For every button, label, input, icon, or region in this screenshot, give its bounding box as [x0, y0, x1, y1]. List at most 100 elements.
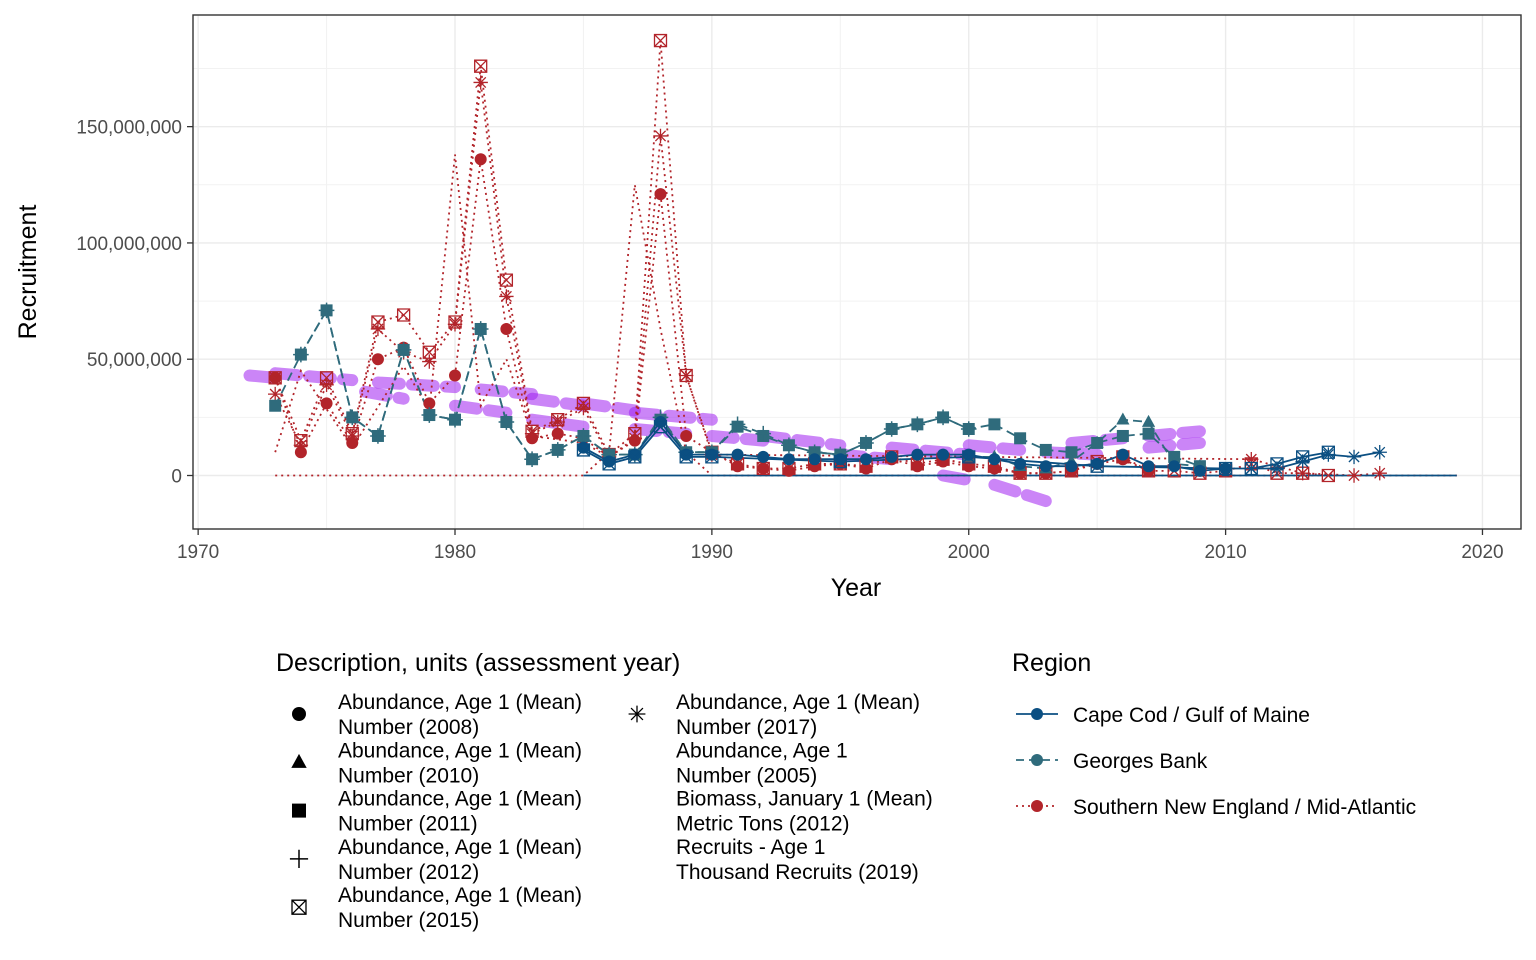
biomass-segment [988, 478, 1052, 508]
series-point-boxx [653, 420, 668, 434]
region-legend-dot [1031, 800, 1043, 812]
series-point-star [499, 289, 514, 304]
series-point-circle [988, 453, 1001, 466]
series-point-circle [680, 429, 693, 442]
series-point-boxx [1321, 468, 1335, 483]
series-point-square [1116, 429, 1129, 442]
legend-key-boxx [291, 899, 307, 915]
series-point-plus [575, 428, 592, 444]
series-point-triangle [1141, 414, 1156, 427]
series-point-plus [318, 302, 335, 319]
series-point-star [345, 428, 360, 444]
legend-label-line2: Metric Tons (2012) [676, 813, 850, 836]
series-point-circle [551, 427, 564, 440]
series-point-star [1269, 461, 1285, 476]
biomass-segment [269, 367, 359, 387]
series-point-plus [421, 407, 438, 423]
legend-label-line1: Abundance, Age 1 (Mean) [676, 691, 920, 714]
biomass-segment [449, 399, 513, 419]
series-point-plus [858, 435, 874, 451]
series-point-square [1065, 446, 1078, 459]
series-point-square [988, 418, 1001, 431]
series-point-circle [988, 462, 1001, 475]
series-point-circle [1116, 448, 1129, 461]
series-point-circle [449, 369, 462, 382]
legend-label-line2: Number (2010) [338, 764, 479, 787]
y-tick-label: 0 [171, 467, 182, 488]
series-line [274, 159, 1149, 475]
shape-legend-entry: Abundance, Age 1 (Mean)Number (2011) [292, 788, 582, 836]
series-point-circle [1014, 457, 1027, 470]
series-point-circle [705, 448, 718, 461]
series-point-plus [781, 437, 797, 454]
series-point-star [1372, 445, 1387, 460]
series-point-star [678, 368, 694, 383]
series-point-plus [883, 421, 900, 437]
grid [193, 15, 1521, 529]
biomass-segment [359, 385, 410, 405]
series-point-circle [885, 450, 898, 463]
legend-label-line2: Number (2015) [338, 909, 479, 932]
series-point-star [447, 317, 463, 332]
series-point-circle [628, 448, 641, 461]
series-point-circle [834, 453, 847, 466]
shape-legend: Abundance, Age 1 (Mean)Number (2008)Abun… [289, 691, 933, 932]
series-point-circle [962, 448, 975, 461]
region-legend-entry: Cape Cod / Gulf of Maine [1016, 704, 1310, 727]
series-point-star [1346, 449, 1362, 465]
biomass-segments [243, 367, 1206, 508]
legend-label-line1: Abundance, Age 1 (Mean) [338, 788, 582, 811]
series-point-plus [960, 421, 977, 437]
series-point-boxx [268, 371, 282, 385]
biomass-segment [962, 439, 1027, 456]
legend-label-line1: Abundance, Age 1 (Mean) [338, 836, 582, 859]
series-line [582, 425, 1329, 470]
region-legend-label: Georges Bank [1073, 750, 1208, 773]
legend-label-line2: Thousand Recruits (2019) [676, 861, 919, 884]
biomass-segment [371, 376, 462, 394]
series-line [275, 184, 1457, 477]
series-point-boxx [628, 450, 642, 464]
x-tick-label: 2020 [1461, 542, 1503, 563]
series-point-plus [344, 409, 361, 426]
series-point-boxx [422, 345, 436, 359]
legend-label-line1: Abundance, Age 1 (Mean) [338, 884, 582, 907]
series-point-boxx [962, 450, 976, 464]
series-point-plus [755, 425, 772, 442]
legend-label-line1: Biomass, January 1 (Mean) [676, 788, 933, 811]
y-axis: 0 50,000,000 100,000,000 150,000,000 [76, 118, 193, 488]
series-point-boxx [576, 443, 591, 457]
series-point-circle [371, 353, 384, 366]
series-point-plus [549, 442, 566, 458]
legend-label-line1: Abundance, Age 1 (Mean) [338, 739, 582, 762]
series-point-plus [395, 342, 412, 358]
series-point-star [1295, 465, 1310, 481]
series-point-plus [909, 416, 926, 433]
legend-key-star [628, 705, 646, 723]
legend-key-plus [289, 849, 309, 868]
series-point-star [1346, 468, 1362, 483]
series-point-star [267, 386, 283, 402]
series-point-circle [1193, 464, 1206, 477]
region-legend-title: Region [1012, 649, 1091, 677]
series-point-plus [447, 411, 463, 428]
series-point-circle [474, 153, 487, 166]
legend-label-line2: Number (2012) [338, 861, 479, 884]
series-point-circle [577, 441, 590, 454]
series-point-plus [293, 346, 309, 363]
x-axis: 1970 1980 1990 2000 2010 2020 [177, 529, 1504, 563]
legend-label-line2: Number (2008) [338, 716, 479, 739]
shape-legend-entry: Abundance, Age 1 (Mean)Number (2012) [289, 836, 582, 884]
series-point-boxx [1090, 459, 1104, 473]
series-point-circle [859, 453, 872, 466]
series-point-square [1014, 432, 1027, 445]
legend-key-triangle [291, 753, 307, 768]
series-point-boxx [499, 273, 514, 287]
x-tick-label: 2000 [948, 542, 990, 563]
series-point-circle [808, 453, 821, 466]
series-point-boxx [705, 450, 719, 464]
series-point-circle [1039, 460, 1052, 473]
series-point-star [319, 377, 334, 393]
